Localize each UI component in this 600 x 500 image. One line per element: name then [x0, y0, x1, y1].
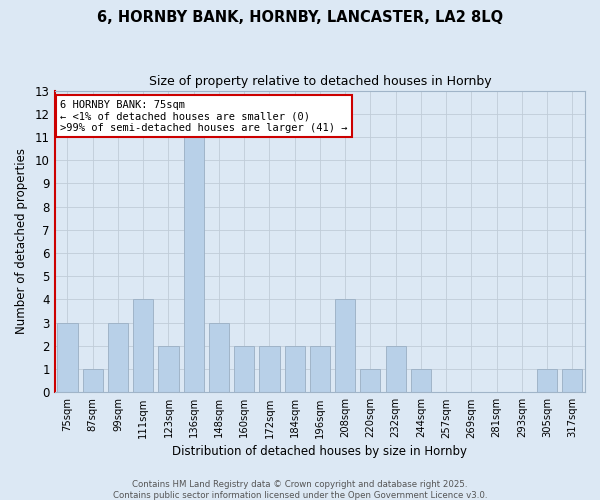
- Bar: [562, 369, 583, 392]
- Bar: [58, 322, 77, 392]
- Bar: [234, 346, 254, 393]
- Bar: [284, 346, 305, 393]
- Text: 6, HORNBY BANK, HORNBY, LANCASTER, LA2 8LQ: 6, HORNBY BANK, HORNBY, LANCASTER, LA2 8…: [97, 10, 503, 25]
- Bar: [158, 346, 179, 393]
- Bar: [411, 369, 431, 392]
- Bar: [310, 346, 330, 393]
- Bar: [133, 300, 153, 392]
- Bar: [386, 346, 406, 393]
- Bar: [184, 137, 204, 392]
- Bar: [209, 322, 229, 392]
- Text: 6 HORNBY BANK: 75sqm
← <1% of detached houses are smaller (0)
>99% of semi-detac: 6 HORNBY BANK: 75sqm ← <1% of detached h…: [60, 100, 347, 133]
- Bar: [335, 300, 355, 392]
- Bar: [360, 369, 380, 392]
- Y-axis label: Number of detached properties: Number of detached properties: [15, 148, 28, 334]
- Bar: [259, 346, 280, 393]
- Bar: [537, 369, 557, 392]
- Text: Contains HM Land Registry data © Crown copyright and database right 2025.
Contai: Contains HM Land Registry data © Crown c…: [113, 480, 487, 500]
- Bar: [108, 322, 128, 392]
- Title: Size of property relative to detached houses in Hornby: Size of property relative to detached ho…: [149, 75, 491, 88]
- X-axis label: Distribution of detached houses by size in Hornby: Distribution of detached houses by size …: [172, 444, 467, 458]
- Bar: [83, 369, 103, 392]
